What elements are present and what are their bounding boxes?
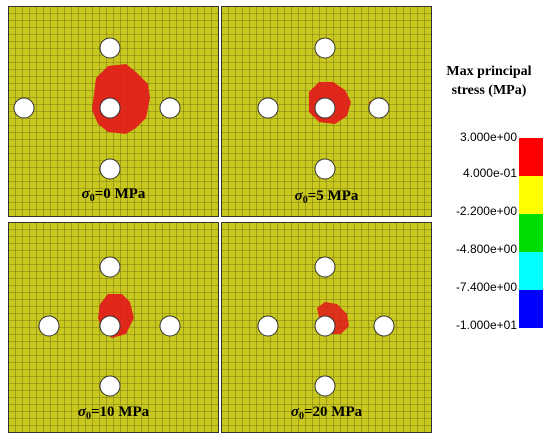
color-bar-tick: 3.000e+00 [459,130,517,144]
panel-label: σ0=5 MPa [294,188,359,206]
borehole [314,97,336,119]
legend-title: Max principal stress (MPa) [446,64,532,98]
mesh-panel [8,222,219,433]
borehole [314,158,336,180]
borehole [99,315,121,337]
panel-label: σ0=20 MPa [290,404,363,422]
borehole [99,37,121,59]
mesh-panel [221,222,432,433]
borehole [159,315,181,337]
borehole [99,375,121,397]
borehole [314,256,336,278]
borehole [257,97,279,119]
color-bar-segment [519,138,543,176]
color-bar-segment [519,252,543,290]
borehole [373,315,395,337]
color-bar-tick: -7.400e+00 [455,280,517,294]
panel-label: σ0=10 MPa [77,404,150,422]
borehole [38,315,60,337]
borehole [368,97,390,119]
color-bar-segment [519,214,543,252]
borehole [13,97,35,119]
panel-sigma-20: σ0=20 MPa [221,222,432,433]
borehole [314,315,336,337]
mesh-panel [8,6,219,217]
borehole [159,97,181,119]
borehole [314,375,336,397]
color-bar-tick: -4.800e+00 [455,242,517,256]
color-bar-segment [519,176,543,214]
borehole [314,37,336,59]
color-bar-tick: 4.000e-01 [462,166,517,180]
panel-sigma-0: σ0=0 MPa [8,6,219,217]
color-bar [519,138,543,328]
borehole [99,256,121,278]
color-bar-segment [519,290,543,328]
borehole [99,97,121,119]
panel-sigma-5: σ0=5 MPa [221,6,432,217]
panel-label: σ0=0 MPa [81,186,146,204]
borehole [99,158,121,180]
panel-sigma-10: σ0=10 MPa [8,222,219,433]
borehole [257,315,279,337]
color-bar-tick: -1.000e+01 [455,318,517,332]
color-bar-tick: -2.200e+00 [455,204,517,218]
mesh-panel [221,6,432,217]
